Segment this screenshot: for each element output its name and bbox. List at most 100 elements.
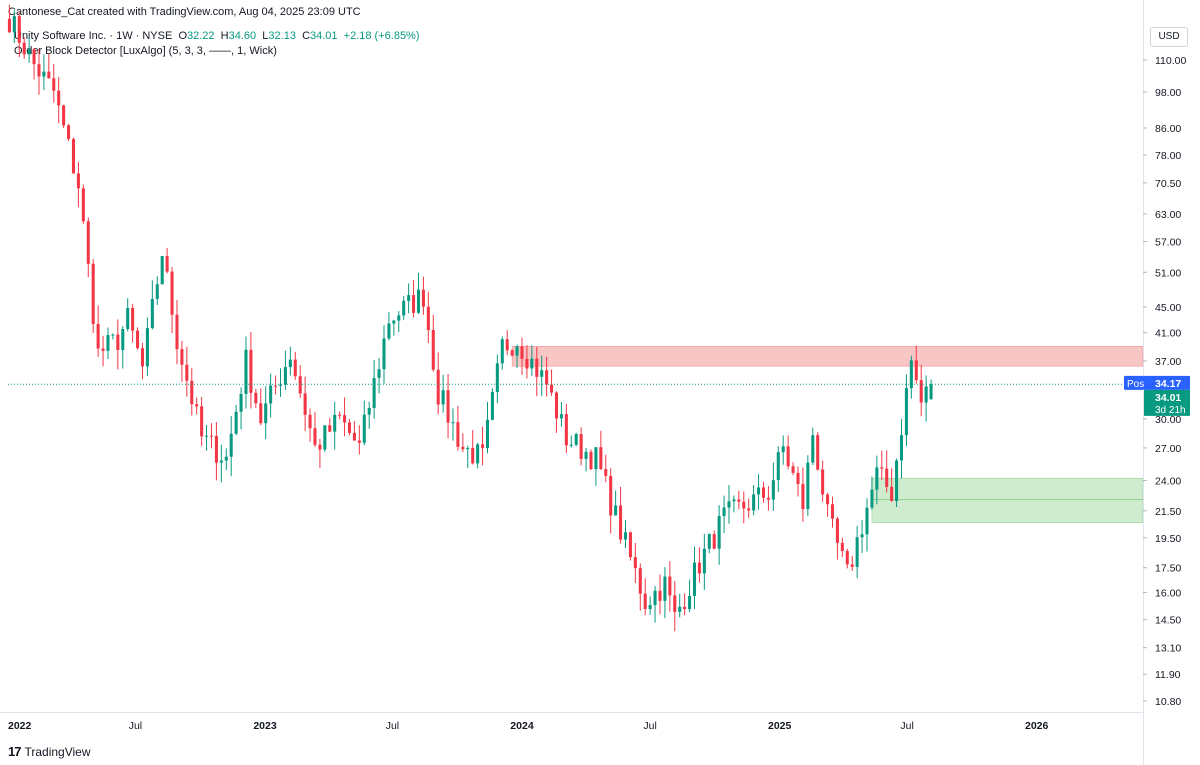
candle-body — [860, 534, 864, 538]
tradingview-logo-icon: 17 — [8, 744, 22, 759]
tradingview-brand[interactable]: 17 TradingView — [8, 744, 91, 759]
post-price-box — [1144, 375, 1190, 390]
candle-body — [638, 568, 642, 594]
time-axis[interactable]: 2022 Jul 2023 Jul 2024 Jul 2025 Jul 2026 — [0, 712, 1143, 733]
last-price-value: 34.01 — [1155, 392, 1181, 404]
candle-body — [485, 419, 490, 448]
candle-body — [589, 451, 593, 470]
candle-body — [219, 460, 223, 463]
candle-body — [308, 414, 312, 429]
legend-indicator[interactable]: Order Block Detector [LuxAlgo] (5, 3, 3,… — [14, 45, 277, 57]
candle-body — [796, 472, 800, 484]
candle-body — [490, 391, 494, 420]
price-tick-label: 10.80 — [1155, 696, 1181, 708]
candle-body — [885, 468, 889, 487]
candle-body — [387, 323, 391, 339]
time-tick-label: Jul — [900, 720, 913, 732]
candle-body — [121, 329, 125, 351]
post-label-text: Post — [1127, 379, 1147, 390]
price-tick-label: 70.50 — [1155, 178, 1181, 190]
legend-symbol[interactable]: Unity Software Inc. · 1W · NYSE — [14, 30, 173, 42]
candle-body — [806, 462, 810, 510]
candle-body — [801, 483, 805, 510]
candle-body — [545, 370, 549, 385]
candle-body — [81, 188, 85, 222]
candle-body — [845, 551, 849, 565]
candle-body — [57, 90, 61, 106]
candle-body — [914, 360, 918, 381]
currency-button[interactable]: USD — [1150, 27, 1188, 47]
price-tick-label: 98.00 — [1155, 87, 1181, 99]
price-tick-label: 41.00 — [1155, 328, 1181, 340]
time-tick-label: 2024 — [510, 720, 534, 732]
legend-close-value: 34.01 — [310, 30, 338, 42]
candle-body — [564, 414, 568, 446]
candle-body — [254, 392, 258, 404]
candle-body — [658, 590, 662, 601]
candle-body — [574, 434, 578, 445]
candle-body — [712, 534, 716, 549]
candle-body — [278, 384, 283, 386]
candle-body — [352, 432, 356, 441]
candle-body — [752, 494, 756, 511]
legend-row-symbol: Unity Software Inc. · 1W · NYSE O32.22 H… — [14, 29, 420, 44]
legend-low-label: L — [262, 30, 269, 42]
candle-body — [850, 564, 854, 567]
candle-body — [821, 469, 825, 495]
legend-open-value: 32.22 — [187, 30, 215, 42]
bearish-order-block — [511, 346, 1144, 367]
candle-body — [407, 295, 411, 301]
time-tick-label: Jul — [386, 720, 399, 732]
candle-body — [347, 422, 352, 433]
candle-body — [190, 380, 194, 405]
candle-body — [633, 557, 637, 569]
candle-body — [692, 562, 697, 596]
candle-body — [623, 532, 628, 540]
price-axis[interactable]: 110.00 98.00 86.00 78.00 70.50 63.00 57.00 51.0… — [1124, 0, 1190, 765]
candle-body — [456, 422, 460, 447]
candle-body — [106, 335, 110, 351]
candle-body — [91, 263, 95, 324]
candle-body — [515, 346, 519, 356]
candle-body — [870, 489, 874, 508]
order-blocks — [511, 346, 1144, 523]
candle-body — [426, 306, 430, 330]
candle-body — [140, 348, 145, 367]
candle-body — [830, 504, 835, 519]
candle-body — [446, 390, 450, 423]
price-tick-label: 11.90 — [1155, 669, 1181, 681]
candle-body — [678, 606, 682, 612]
candle-body — [688, 595, 692, 610]
candle-body — [653, 590, 657, 606]
candle-body — [776, 452, 780, 481]
candle-body — [791, 466, 795, 473]
candle-body — [170, 271, 174, 315]
candle-body — [786, 446, 790, 467]
candle-body — [747, 508, 751, 511]
candle-body — [880, 467, 884, 469]
price-tick-label: 110.00 — [1155, 55, 1186, 67]
candle-body — [421, 289, 425, 307]
candle-body — [357, 440, 361, 443]
price-tick-label: 57.00 — [1155, 237, 1181, 249]
candle-body — [835, 518, 839, 543]
candle-body — [525, 358, 529, 369]
price-tick-label: 27.00 — [1155, 443, 1181, 455]
candle-body — [924, 386, 928, 403]
candle-body — [717, 516, 721, 549]
candle-body — [86, 221, 90, 264]
candle-body — [707, 534, 711, 549]
price-tick-label: 19.50 — [1155, 533, 1181, 545]
candle-body — [481, 444, 485, 448]
candle-body — [224, 456, 228, 461]
candle-body — [234, 411, 238, 434]
legend-close-label: C — [302, 30, 311, 42]
price-tick-label: 21.50 — [1155, 506, 1181, 518]
candles — [7, 4, 933, 632]
candle-body — [471, 447, 475, 464]
legend-high-value: 34.60 — [228, 30, 257, 42]
candle-body — [899, 435, 904, 461]
candle-body — [298, 376, 302, 394]
candle-body — [727, 501, 731, 508]
